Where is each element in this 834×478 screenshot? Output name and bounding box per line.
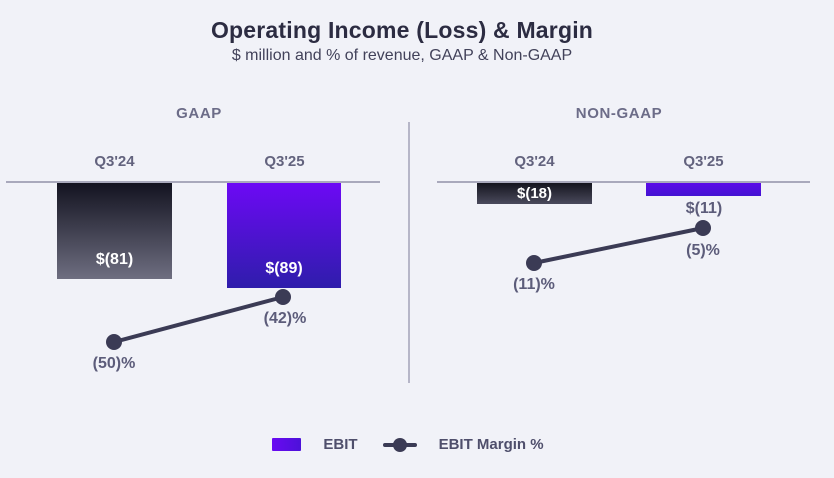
- margin-label-nongaap-q324: (11)%: [513, 276, 555, 293]
- chart-title: Operating Income (Loss) & Margin: [210, 17, 594, 43]
- margin-label-gaap-q325: (42)%: [263, 310, 307, 327]
- zero-axis-nongaap: [437, 181, 810, 183]
- zero-axis-gaap: [6, 181, 380, 183]
- margin-label-gaap-q324: (50)%: [92, 355, 136, 372]
- margin-point-gaap-q324: [106, 334, 122, 350]
- legend-label: EBIT Margin %: [438, 436, 544, 453]
- legend-item-ebit: EBIT: [272, 436, 358, 453]
- bar-value-label: $(89): [265, 260, 303, 277]
- chart-subtitle: $ million and % of revenue, GAAP & Non-G…: [231, 47, 573, 64]
- bar-value-label-outside: $(11): [685, 200, 723, 217]
- category-label-nongaap-q325: Q3'25: [683, 153, 724, 170]
- bar-value-label: $(81): [95, 251, 134, 268]
- ebit-bar-swatch-icon: [272, 438, 302, 451]
- panel-header-gaap: GAAP: [176, 105, 222, 122]
- panel-header-non-gaap: NON-GAAP: [575, 105, 663, 122]
- bar-gaap-q325: $(89): [227, 183, 341, 288]
- category-label-gaap-q325: Q3'25: [264, 153, 305, 170]
- category-label-nongaap-q324: Q3'24: [514, 153, 555, 170]
- legend-item-ebit-margin: EBIT Margin %: [382, 436, 544, 453]
- legend: EBIT EBIT Margin %: [0, 436, 816, 453]
- margin-point-nongaap-q324: [526, 255, 542, 271]
- margin-point-gaap-q325: [275, 289, 291, 305]
- margin-label-nongaap-q325: (5)%: [686, 242, 720, 259]
- line-dot-marker-icon: [382, 442, 417, 447]
- bar-nongaap-q324: $(18): [477, 183, 592, 204]
- legend-label: EBIT: [323, 436, 358, 453]
- panel-divider: [408, 122, 410, 383]
- bar-nongaap-q325: [646, 183, 761, 196]
- category-label-gaap-q324: Q3'24: [94, 153, 135, 170]
- margin-point-nongaap-q325: [695, 220, 711, 236]
- bar-gaap-q324: $(81): [57, 183, 172, 279]
- bar-value-label: $(18): [516, 185, 553, 202]
